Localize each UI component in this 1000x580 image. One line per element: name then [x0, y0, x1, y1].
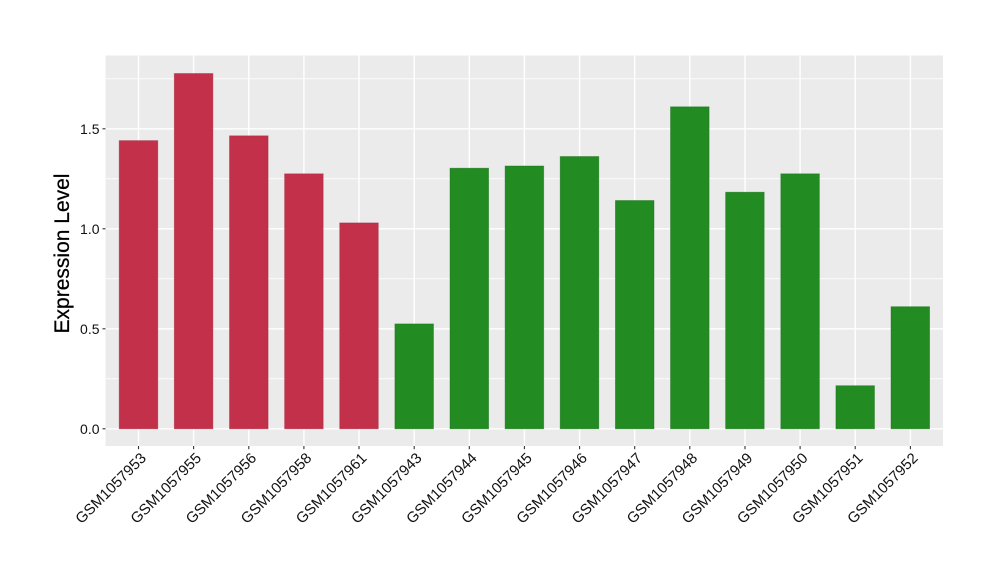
svg-text:1.5: 1.5 — [80, 121, 100, 137]
svg-text:0.5: 0.5 — [80, 321, 100, 337]
svg-text:0.0: 0.0 — [80, 421, 100, 437]
svg-text:Expression Level: Expression Level — [51, 174, 74, 334]
svg-text:1.0: 1.0 — [80, 221, 100, 237]
